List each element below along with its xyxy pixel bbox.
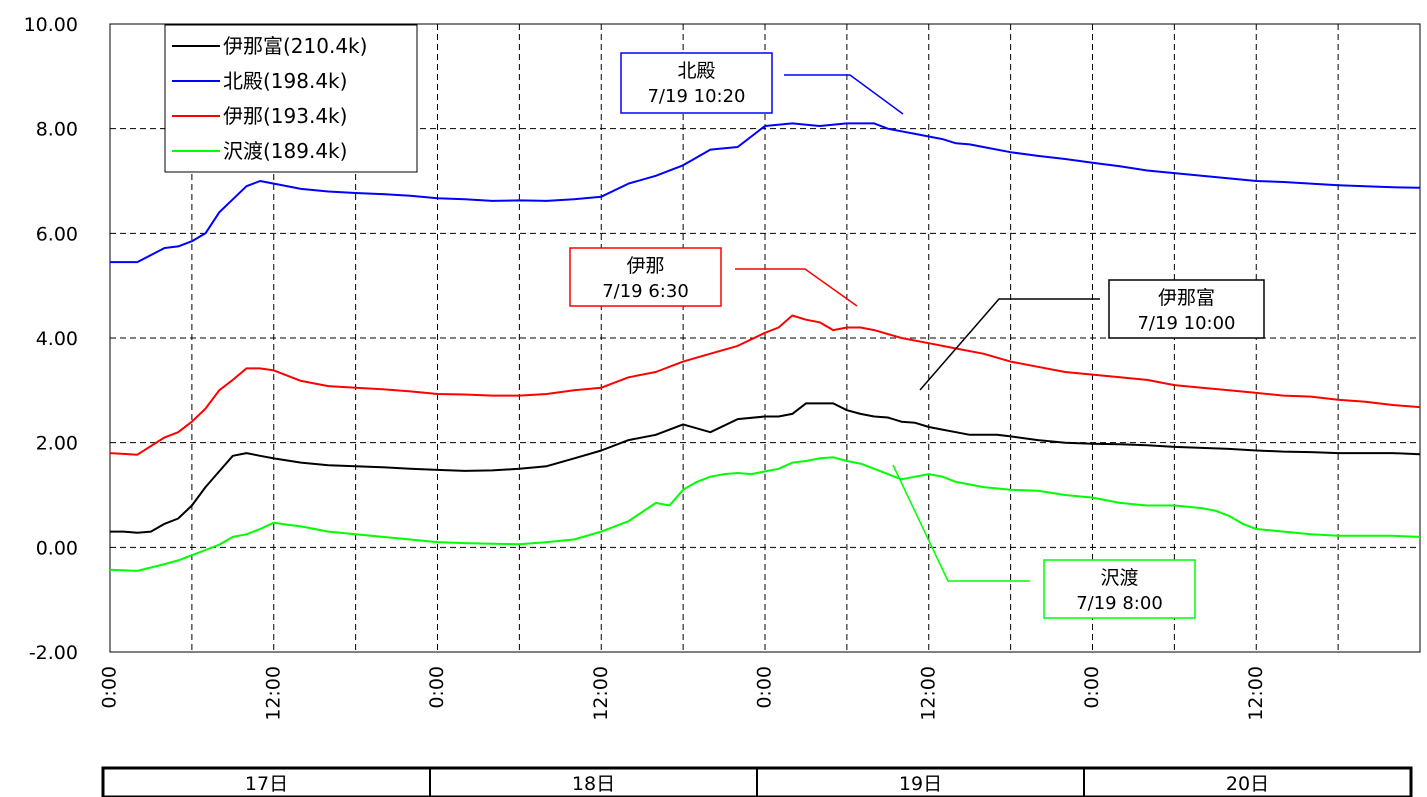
- legend-box: [164, 24, 418, 173]
- annotation-box: [620, 52, 773, 114]
- annotation-box: [1043, 559, 1196, 619]
- annotations: 北殿 7/19 10:20 伊那 7/19 6:30 伊那富 7/19 10:00 沢渡 7/…: [569, 52, 1265, 619]
- y-tick-label: 8.00: [36, 119, 78, 141]
- annotation-time: 7/19 8:00: [1076, 593, 1163, 614]
- series-line-0: [110, 402, 1421, 534]
- annotation-time: 7/19 6:30: [602, 281, 689, 302]
- annotation-box: [569, 247, 722, 307]
- x-tick-label: 0:00: [99, 666, 121, 709]
- x-tick-label: 12:00: [590, 666, 612, 721]
- annotation-time: 7/19 10:20: [647, 86, 745, 107]
- series-layer: [109, 122, 1421, 572]
- day-table: 17日 18日 19日 20日: [101, 766, 1413, 797]
- y-tick-label: 2.00: [36, 433, 78, 455]
- legend-label: 伊那(193.4k): [223, 104, 347, 128]
- annotation-leader: [892, 464, 1030, 582]
- y-tick-label: 4.00: [36, 328, 78, 350]
- grid-lines: [110, 24, 1420, 652]
- x-tick-label: 12:00: [1245, 666, 1267, 721]
- y-tick-label: 0.00: [36, 537, 78, 559]
- annotation-leader: [735, 268, 858, 307]
- series-line-1: [110, 122, 1421, 264]
- x-tick-label: 0:00: [426, 666, 448, 709]
- x-tick-label: 12:00: [917, 666, 939, 721]
- legend: 伊那富(210.4k) 北殿(198.4k) 伊那(193.4k) 沢渡(189.4k…: [164, 24, 418, 173]
- day-label: 17日: [245, 773, 288, 795]
- y-tick-label: 10.00: [24, 14, 78, 36]
- annotation-station: 伊那富: [1158, 287, 1215, 309]
- annotation-leader: [919, 298, 1100, 391]
- x-tick-label: 12:00: [262, 666, 284, 721]
- day-label: 18日: [572, 773, 615, 795]
- annotation-leader: [784, 74, 904, 115]
- annotation-box: [1108, 279, 1265, 339]
- annotation-time: 7/19 10:00: [1137, 313, 1235, 334]
- annotation-station: 北殿: [677, 60, 715, 82]
- x-tick-label: 0:00: [754, 666, 776, 709]
- axes: 10.00 8.00 6.00 4.00 2.00 0.00 -2.00 0:00 12:00 0…: [24, 14, 1267, 721]
- day-label: 20日: [1226, 773, 1269, 795]
- legend-label: 沢渡(189.4k): [223, 139, 347, 163]
- annotation-station: 伊那: [626, 255, 664, 277]
- day-label: 19日: [899, 773, 942, 795]
- y-tick-label: 6.00: [36, 223, 78, 245]
- x-tick-label: 0:00: [1081, 666, 1103, 709]
- y-tick-label: -2.00: [29, 642, 78, 664]
- series-line-2: [109, 314, 1421, 456]
- annotation-station: 沢渡: [1100, 567, 1138, 589]
- legend-label: 伊那富(210.4k): [223, 34, 367, 58]
- series-line-3: [109, 456, 1421, 572]
- legend-label: 北殿(198.4k): [223, 69, 347, 93]
